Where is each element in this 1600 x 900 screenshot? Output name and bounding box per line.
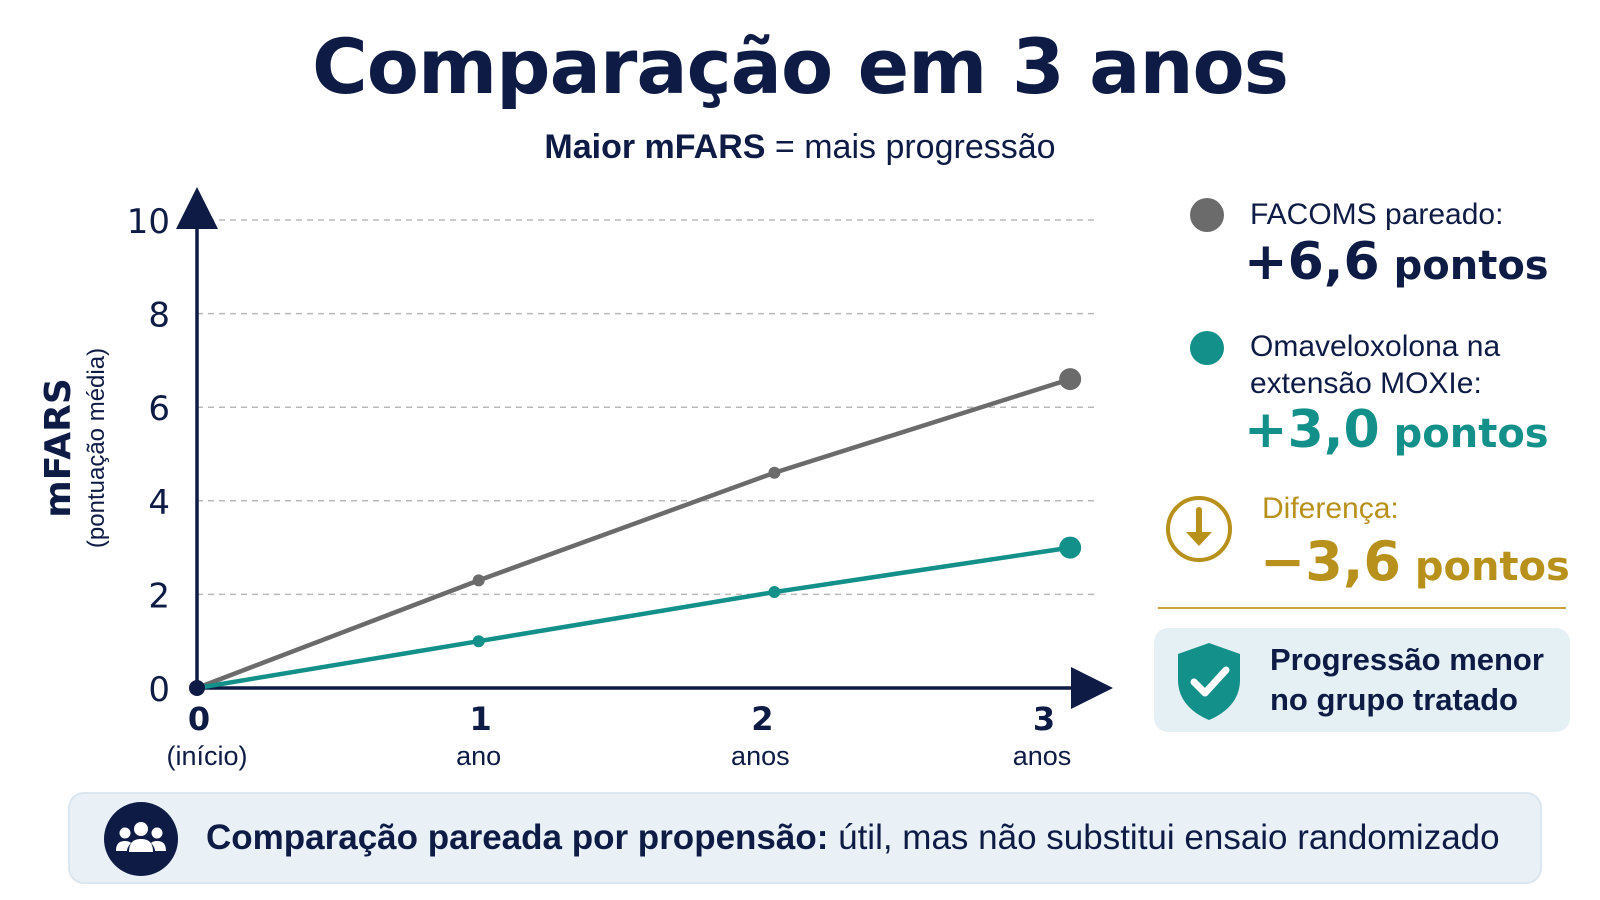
difference-value-num: −3,6: [1260, 530, 1401, 593]
difference-value: −3,6 pontos: [1260, 530, 1570, 593]
series-line-omav: [194, 545, 1073, 691]
shield-check-icon: [1178, 643, 1240, 720]
legend-value-facoms-num: +6,6: [1244, 232, 1380, 292]
data-point-omav-2: [768, 586, 781, 599]
legend-value-facoms-unit: pontos: [1379, 243, 1549, 289]
data-point-origin: [189, 680, 205, 696]
y-tick-label-4: 4: [148, 483, 170, 523]
difference-divider: [1158, 607, 1566, 609]
footer-text: Comparação pareada por propensão: útil, …: [206, 818, 1500, 858]
legend-dot-omav: [1190, 331, 1224, 365]
legend-value-omav-unit: pontos: [1379, 411, 1549, 457]
data-point-omav-3: [1059, 536, 1082, 559]
arrow-down-circle-icon: [1166, 496, 1232, 562]
y-tick-label-2: 2: [148, 576, 170, 616]
legend-label-omav: Omaveloxolona na extensão MOXIe:: [1250, 328, 1500, 402]
legend-value-facoms: +6,6 pontos: [1244, 232, 1549, 292]
difference-value-unit: pontos: [1400, 544, 1570, 590]
y-tick-label-0: 0: [148, 670, 170, 710]
difference-label: Diferença:: [1262, 492, 1399, 525]
legend-value-omav: +3,0 pontos: [1244, 400, 1549, 460]
legend-label-omav-line1: Omaveloxolona na: [1250, 330, 1501, 363]
legend-label-omav-line2: extensão MOXIe:: [1250, 367, 1482, 400]
x-tick-sub-1: ano: [456, 741, 501, 771]
x-tick-label-3: 3: [1033, 700, 1055, 738]
y-axis-sublabel: (pontuação média): [83, 348, 110, 548]
y-tick-label-10: 10: [127, 202, 170, 242]
callout-line1: Progressão menor: [1270, 642, 1544, 677]
callout-text: Progressão menor no grupo tratado: [1270, 640, 1544, 720]
subtitle-rest: = mais progressão: [765, 128, 1056, 166]
page-subtitle: Maior mFARS = mais progressão: [0, 128, 1600, 167]
y-tick-label-8: 8: [148, 296, 170, 336]
series-line-facoms: [194, 376, 1073, 691]
y-tick-label-6: 6: [148, 389, 170, 429]
people-group-icon: [104, 802, 178, 876]
legend-dot-facoms: [1190, 198, 1224, 232]
x-tick-label-0: 0: [188, 700, 210, 738]
data-point-facoms-1: [472, 574, 485, 587]
callout-line2: no grupo tratado: [1270, 682, 1518, 717]
footer-strong: Comparação pareada por propensão:: [206, 818, 829, 857]
y-axis-label: mFARS: [38, 378, 79, 517]
data-point-facoms-3: [1059, 368, 1082, 391]
x-tick-sub-0: (início): [166, 741, 247, 771]
x-tick-label-2: 2: [751, 700, 773, 738]
data-point-omav-1: [472, 635, 485, 648]
x-tick-sub-3: anos: [1013, 741, 1072, 771]
x-tick-sub-2: anos: [731, 741, 790, 771]
legend-value-omav-num: +3,0: [1244, 400, 1380, 460]
footer-note: Comparação pareada por propensão: útil, …: [68, 792, 1542, 884]
subtitle-strong: Maior mFARS: [544, 128, 766, 166]
data-point-facoms-2: [768, 466, 781, 479]
x-tick-label-1: 1: [470, 700, 492, 738]
callout-box: Progressão menor no grupo tratado: [1154, 628, 1570, 732]
footer-rest: útil, mas não substitui ensaio randomiza…: [828, 818, 1500, 857]
page-title: Comparação em 3 anos: [311, 22, 1289, 111]
legend-label-facoms: FACOMS pareado:: [1250, 198, 1504, 231]
